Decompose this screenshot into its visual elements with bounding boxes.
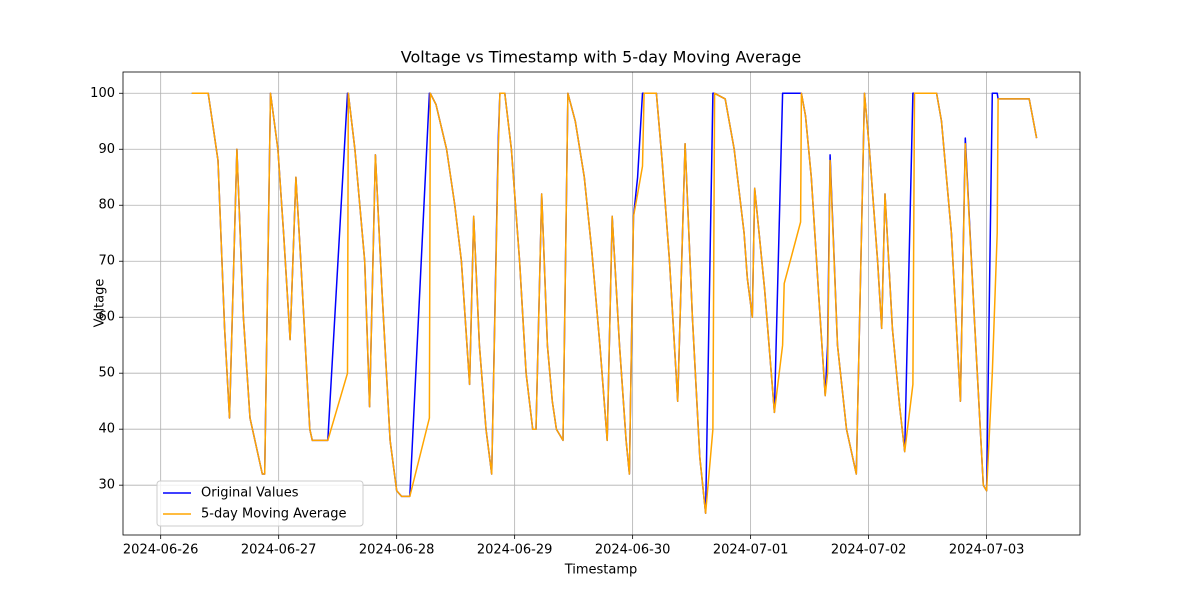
legend-label: Original Values (201, 486, 299, 501)
x-tick-label: 2024-06-26 (123, 543, 199, 558)
y-tick-label: 80 (98, 198, 115, 213)
legend: Original Values 5-day Moving Average (156, 480, 364, 527)
series-line (191, 92, 1038, 514)
legend-box (156, 480, 364, 527)
x-tick-label: 2024-06-28 (359, 543, 435, 558)
y-tick-label: 90 (98, 142, 115, 157)
x-axis-label: Timestamp (564, 563, 638, 578)
x-tick-label: 2024-07-03 (949, 543, 1025, 558)
series-line (191, 92, 1038, 514)
y-tick-label: 40 (98, 422, 115, 437)
x-tick-label: 2024-07-02 (831, 543, 907, 558)
y-tick-label: 30 (98, 478, 115, 493)
legend-label: 5-day Moving Average (201, 507, 347, 522)
x-tick-label: 2024-06-27 (241, 543, 317, 558)
x-tick-label: 2024-07-01 (713, 543, 789, 558)
chart-title: Voltage vs Timestamp with 5-day Moving A… (401, 48, 801, 67)
x-tick-label: 2024-06-29 (477, 543, 553, 558)
y-tick-label: 50 (98, 366, 115, 381)
y-tick-label: 100 (90, 86, 115, 101)
y-tick-label: 60 (98, 310, 115, 325)
plot-frame (122, 71, 1081, 536)
y-axis-label: Voltage (93, 279, 108, 328)
x-tick-label: 2024-06-30 (595, 543, 671, 558)
y-tick-label: 70 (98, 254, 115, 269)
